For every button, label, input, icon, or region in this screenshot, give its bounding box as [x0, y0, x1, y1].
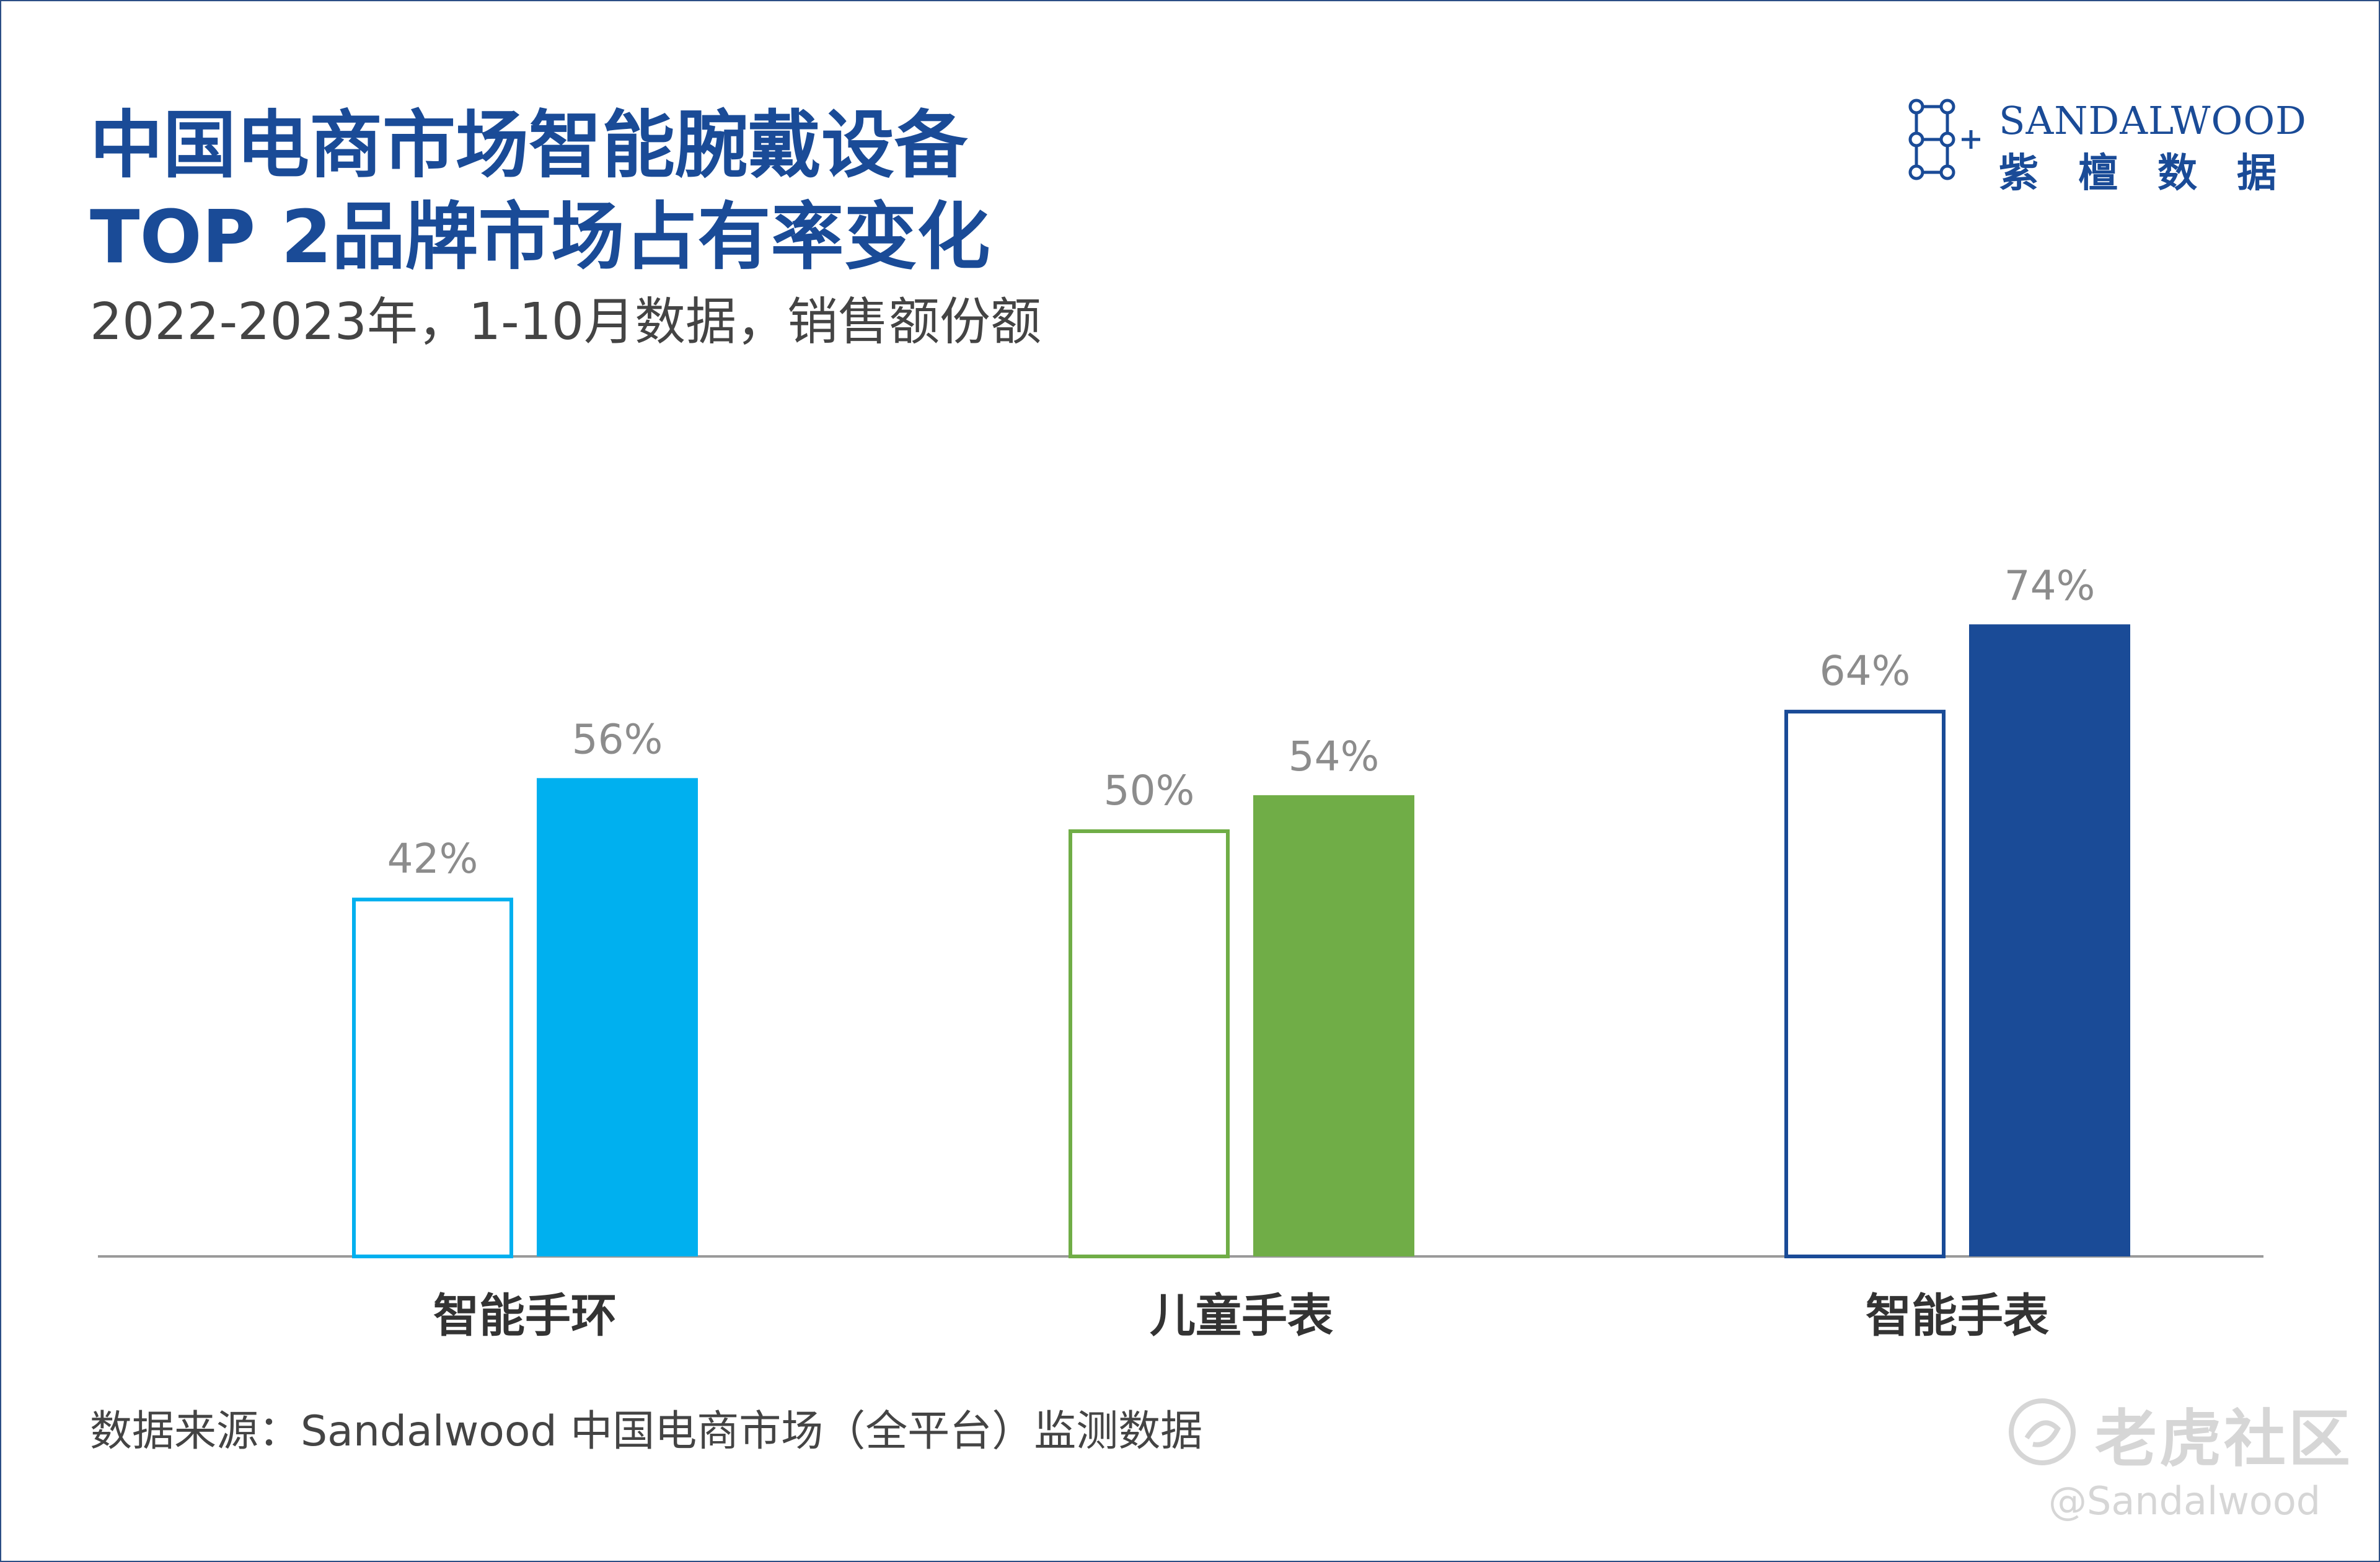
bar-3-outline	[1784, 710, 1946, 1258]
logo-text-cn: 紫檀数据	[1999, 151, 2316, 196]
title-line-1: 中国电商市场智能腕戴设备	[90, 102, 968, 188]
network-nodes-icon	[1908, 99, 1980, 180]
data-source-note: 数据来源：Sandalwood 中国电商市场（全平台）监测数据	[90, 1407, 1203, 1456]
value-label: 54%	[1289, 733, 1380, 780]
brand-logo: SANDALWOOD 紫檀数据	[1897, 93, 2307, 196]
category-label: 智能手环	[433, 1289, 617, 1343]
watermark-text-en: @Sandalwood	[2048, 1478, 2321, 1524]
value-label: 64%	[1820, 647, 1911, 695]
bar-1-filled	[537, 778, 698, 1256]
chart-title: 中国电商市场智能腕戴设备 TOP 2品牌市场占有率变化	[90, 99, 990, 283]
bar-2-outline	[1069, 829, 1230, 1258]
watermark: 老虎社区 @Sandalwood	[1999, 1388, 2350, 1537]
watermark-text-cn: 老虎社区	[2095, 1403, 2353, 1475]
category-label: 儿童手表	[1150, 1289, 1333, 1343]
bar-3-filled	[1969, 624, 2130, 1256]
category-label: 智能手表	[1866, 1289, 2049, 1343]
tiger-logo-icon	[2009, 1398, 2076, 1465]
value-label: 56%	[572, 715, 663, 763]
bar-2-filled	[1253, 795, 1414, 1256]
value-label: 74%	[2004, 562, 2096, 609]
logo-text-en: SANDALWOOD	[1999, 98, 2307, 143]
value-label: 50%	[1104, 767, 1195, 814]
value-label: 42%	[387, 835, 478, 883]
chart-subtitle: 2022-2023年，1-10月数据，销售额份额	[90, 293, 1042, 351]
bar-1-outline	[352, 898, 513, 1258]
title-line-2: TOP 2品牌市场占有率变化	[90, 194, 990, 280]
